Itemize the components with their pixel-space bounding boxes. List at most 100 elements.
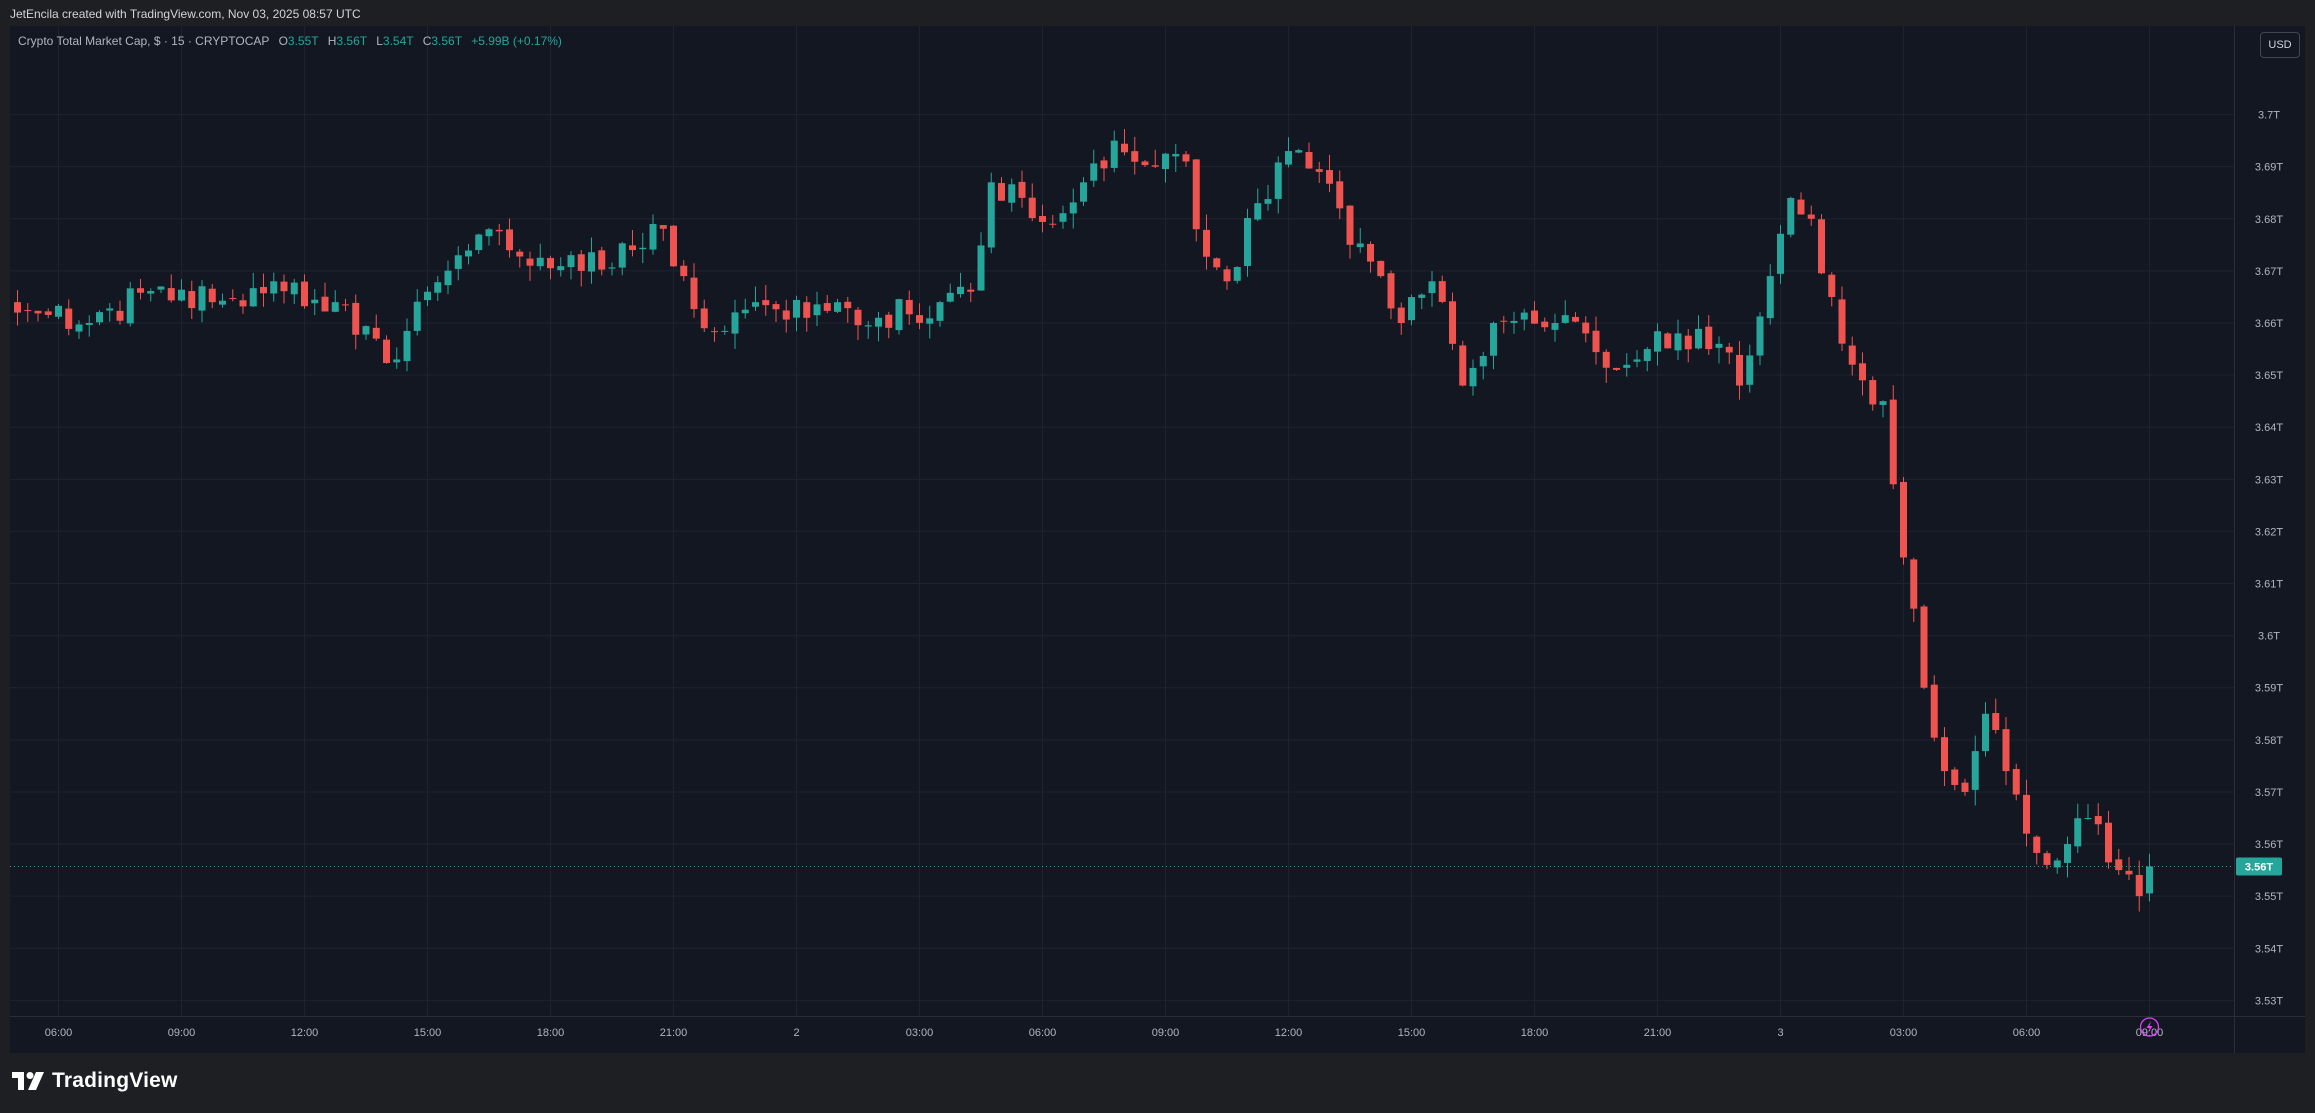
candle-body <box>1684 335 1692 350</box>
x-tick-label: 12:00 <box>1275 1027 1303 1039</box>
candle-body <box>1930 684 1938 738</box>
candle-body <box>44 311 52 315</box>
candle-body <box>1418 294 1426 298</box>
candle-body <box>1469 367 1477 387</box>
candle-body <box>1920 606 1928 688</box>
candle-body <box>1828 274 1836 297</box>
candle-body <box>598 250 606 270</box>
candle-body <box>803 302 811 318</box>
candle-body <box>55 305 62 317</box>
candle-body <box>1449 301 1456 344</box>
candle-body <box>1869 380 1877 405</box>
candle-body <box>424 291 431 301</box>
candle-body <box>321 296 329 312</box>
candle-body <box>2002 729 2010 772</box>
candle-body <box>1141 161 1149 166</box>
y-tick-label: 3.61T <box>2255 579 2283 591</box>
candle-body <box>1274 162 1282 199</box>
candle-body <box>700 308 708 329</box>
candle-body <box>588 252 595 272</box>
candle-body <box>495 229 503 232</box>
candle-body <box>1192 159 1200 230</box>
candle-body <box>1131 151 1139 162</box>
candle-body <box>547 257 554 269</box>
brand-logo[interactable]: TradingView <box>12 1069 178 1093</box>
candlestick-chart[interactable]: 3.53T 3.54T 3.55T 3.56T 3.57T 3.58T 3.59T 3.6T 3… <box>10 26 2305 1053</box>
candle-body <box>1408 297 1415 321</box>
candle-body <box>1326 170 1333 184</box>
candle-body <box>352 302 360 335</box>
candle-body <box>1223 269 1231 282</box>
candle-body <box>85 323 93 325</box>
candle-body <box>629 245 636 251</box>
candle-body <box>1479 355 1487 367</box>
candle-body <box>526 258 534 266</box>
x-tick-label: 03:00 <box>1890 1027 1918 1039</box>
candle-body <box>1336 181 1344 209</box>
candle-body <box>834 302 841 312</box>
candle-body <box>1039 216 1046 222</box>
candle-body <box>1377 260 1385 277</box>
x-tick-label: 09:00 <box>2136 1027 2164 1039</box>
currency-button[interactable]: USD <box>2260 32 2300 58</box>
candle-body <box>1182 154 1190 162</box>
x-tick-label: 2 <box>793 1027 799 1039</box>
footer: TradingView <box>0 1053 2315 1113</box>
candle-body <box>1305 152 1313 169</box>
candle-body <box>782 310 790 320</box>
candle-body <box>1541 321 1549 328</box>
candle-body <box>1172 153 1180 157</box>
candle-body <box>188 291 196 309</box>
candle-body <box>1356 243 1364 248</box>
candle-body <box>393 359 401 363</box>
chart-panel[interactable]: 3.53T 3.54T 3.55T 3.56T 3.57T 3.58T 3.59T 3.6T 3… <box>10 26 2305 1053</box>
candle-body <box>1941 737 1948 772</box>
candle-body <box>2125 870 2133 875</box>
candle-body <box>1725 346 1733 353</box>
candle-body <box>1110 140 1118 168</box>
x-tick-label: 09:00 <box>168 1027 196 1039</box>
candle-body <box>403 330 411 362</box>
candle-body <box>485 229 493 237</box>
y-tick-label: 3.54T <box>2255 943 2283 955</box>
candle-body <box>1777 233 1784 274</box>
candle-body <box>1900 481 1907 558</box>
candle-body <box>577 254 585 271</box>
y-tick-label: 3.55T <box>2255 891 2283 903</box>
high-value: 3.56T <box>336 34 367 48</box>
candle-body <box>342 304 349 306</box>
candle-body <box>290 282 298 295</box>
candle-body <box>1151 165 1159 167</box>
candle-body <box>1295 150 1303 153</box>
candle-body <box>1674 333 1682 351</box>
candle-body <box>936 302 944 321</box>
y-tick-label: 3.57T <box>2255 787 2283 799</box>
candle-body <box>1838 299 1846 344</box>
candle-body <box>1551 323 1559 330</box>
candle-body <box>65 308 73 329</box>
candle-body <box>229 298 237 300</box>
candle-body <box>1397 307 1405 323</box>
candle-body <box>1059 213 1067 222</box>
candle-body <box>1848 345 1856 365</box>
y-tick-label: 3.56T <box>2255 839 2283 851</box>
y-tick-label: 3.68T <box>2255 214 2283 226</box>
candle-body <box>413 301 421 331</box>
candle-body <box>1080 182 1087 202</box>
candle-body <box>1982 713 1989 752</box>
attribution-bar: JetEncila created with TradingView.com, … <box>0 0 2315 26</box>
symbol-legend: Crypto Total Market Cap, $ · 15 · CRYPTO… <box>18 34 562 48</box>
change-value: +5.99B (+0.17%) <box>471 34 562 48</box>
candle-body <box>516 251 524 257</box>
candle-body <box>1438 281 1446 302</box>
candle-body <box>1531 310 1538 324</box>
candle-body <box>167 288 175 301</box>
candle-body <box>1203 229 1210 257</box>
candle-body <box>506 229 513 251</box>
candle-body <box>1162 153 1169 170</box>
lightning-icon <box>2139 1017 2160 1037</box>
candle-body <box>823 303 831 311</box>
candle-body <box>731 312 739 334</box>
candle-body <box>434 282 442 293</box>
lightning-bolt <box>2146 1021 2153 1033</box>
